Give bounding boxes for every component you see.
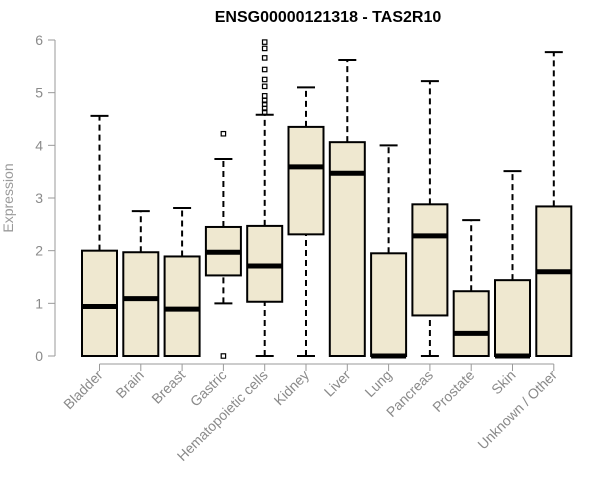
outlier-point: [261, 76, 268, 83]
y-tick-label: 4: [35, 137, 43, 153]
y-tick-label: 0: [35, 348, 43, 364]
iqr-box: [287, 125, 325, 236]
iqr-box: [452, 290, 490, 357]
y-tick-label: 3: [35, 190, 43, 206]
box-7: [370, 144, 408, 359]
box-6: [328, 59, 366, 357]
outlier-point: [261, 97, 268, 104]
box-0: [81, 114, 118, 358]
y-tick-label: 5: [35, 85, 43, 101]
x-tick-label: Liver: [321, 367, 354, 400]
box-4: [246, 39, 284, 357]
y-axis-label: Expression: [0, 163, 16, 232]
y-tick-label: 2: [35, 243, 43, 259]
box-5: [287, 86, 325, 357]
outlier-point: [261, 105, 268, 112]
box-1: [122, 210, 160, 358]
box-3: [204, 130, 242, 359]
outlier-point: [261, 93, 268, 99]
outlier-point: [261, 39, 268, 45]
outlier-point: [261, 45, 268, 52]
box-11: [535, 51, 573, 357]
x-tick-label: Lung: [361, 367, 394, 400]
box-2: [163, 207, 201, 357]
box-9: [452, 219, 490, 357]
boxes-group: [81, 39, 573, 359]
y-tick-label: 6: [35, 32, 43, 48]
iqr-box: [122, 251, 160, 358]
box-10: [494, 170, 531, 359]
iqr-box: [535, 205, 573, 357]
x-tick-label: Skin: [488, 367, 519, 398]
outlier-point: [261, 55, 268, 61]
x-tick-label: Kidney: [271, 367, 313, 409]
outlier-point: [261, 109, 268, 115]
iqr-box: [411, 203, 449, 317]
chart-title: ENSG00000121318 - TAS2R10: [215, 9, 442, 26]
iqr-box: [328, 141, 366, 357]
outlier-point: [261, 66, 268, 73]
outlier-point: [261, 83, 268, 90]
x-tick-label: Prostate: [429, 367, 477, 415]
x-tick-label: Breast: [148, 367, 188, 407]
box-8: [411, 80, 449, 357]
outlier-point: [220, 130, 227, 137]
y-axis: 0 1 2 3 4 5 6: [35, 32, 56, 364]
y-tick-label: 1: [35, 295, 43, 311]
outlier-point: [220, 353, 227, 359]
iqr-box: [494, 279, 531, 357]
iqr-box: [370, 252, 408, 357]
x-tick-label: Bladder: [60, 367, 106, 413]
iqr-box: [163, 255, 201, 357]
iqr-box: [81, 249, 118, 358]
x-tick-label: Brain: [112, 367, 146, 401]
